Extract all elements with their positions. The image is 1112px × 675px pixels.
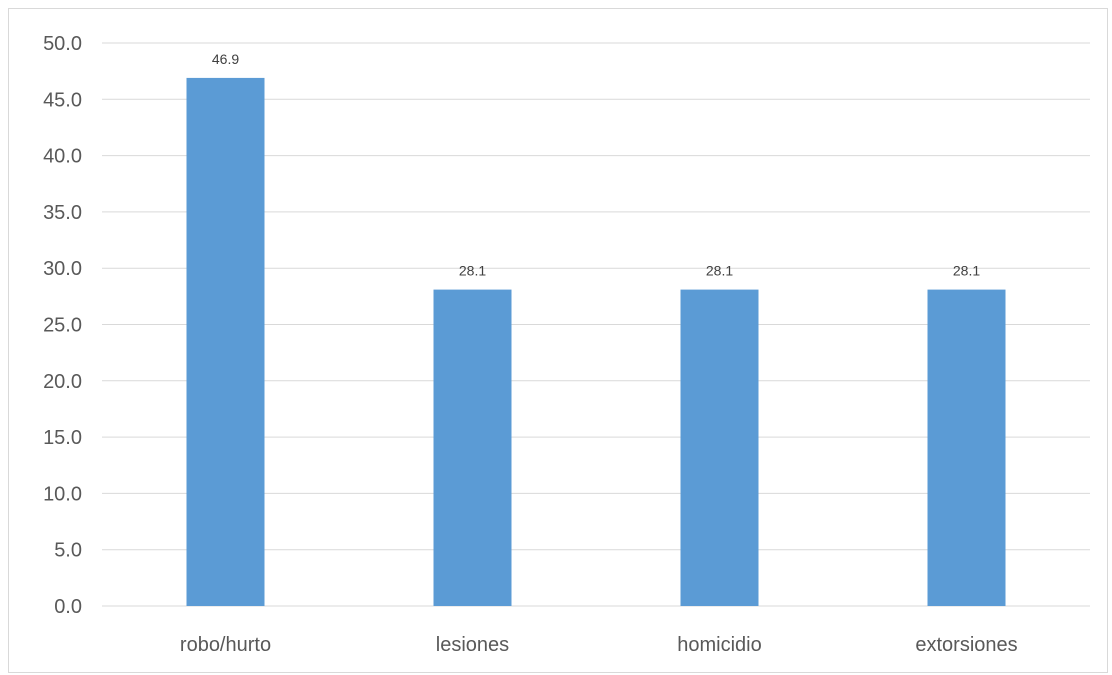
y-tick-label: 45.0 (43, 89, 82, 111)
y-tick-label: 5.0 (54, 540, 82, 562)
y-tick-label: 40.0 (43, 146, 82, 168)
gridlines (102, 42, 1090, 607)
y-tick-label: 30.0 (43, 258, 82, 280)
x-axis: robo/hurto lesiones homicidio extorsiones (180, 634, 1018, 656)
bar-extorsiones (927, 289, 1006, 606)
x-category-label: homicidio (677, 634, 761, 656)
bar-lesiones (433, 289, 512, 606)
x-category-label: extorsiones (915, 634, 1017, 656)
bar-homicidio (680, 289, 759, 606)
data-label: 28.1 (459, 263, 486, 279)
bar-robo-hurto (186, 77, 265, 606)
data-label: 28.1 (706, 263, 733, 279)
bars (186, 77, 1006, 606)
y-tick-label: 50.0 (43, 33, 82, 55)
y-tick-label: 25.0 (43, 315, 82, 337)
y-tick-label: 10.0 (43, 483, 82, 505)
data-label: 28.1 (953, 263, 980, 279)
y-tick-label: 0.0 (54, 596, 82, 618)
data-labels: 46.9 28.1 28.1 28.1 (212, 51, 980, 279)
x-category-label: lesiones (436, 634, 509, 656)
y-tick-label: 15.0 (43, 427, 82, 449)
y-axis: 0.0 5.0 10.0 15.0 20.0 25.0 30.0 35.0 40.0 45.0 50… (43, 33, 82, 618)
y-tick-label: 35.0 (43, 202, 82, 224)
data-label: 46.9 (212, 51, 239, 67)
x-category-label: robo/hurto (180, 634, 271, 656)
y-tick-label: 20.0 (43, 371, 82, 393)
